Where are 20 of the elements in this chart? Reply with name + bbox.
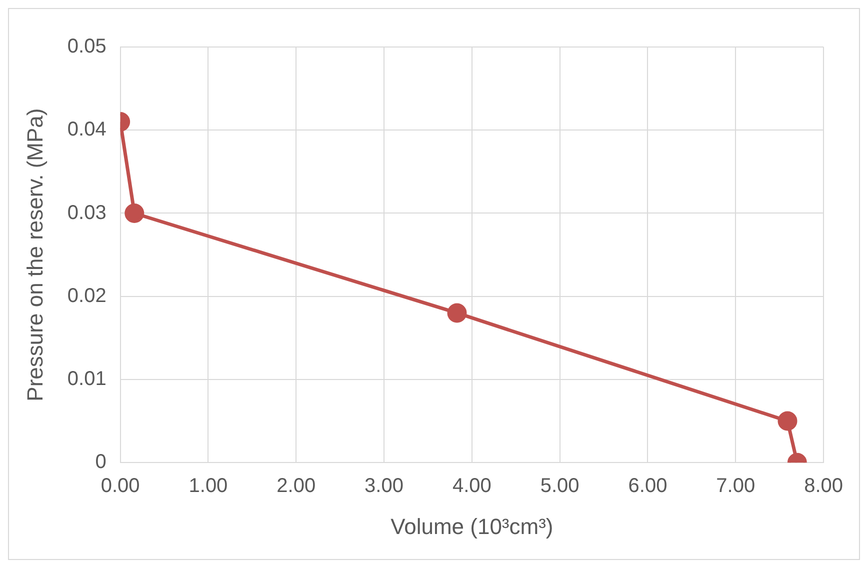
x-tick-label: 2.00	[276, 475, 316, 498]
y-tick-label: 0.03	[67, 202, 106, 224]
x-tick-label: 3.00	[364, 475, 404, 498]
point	[124, 203, 144, 223]
x-tick-label: 6.00	[628, 475, 668, 498]
y-axis-title: Pressure on the reserv. (MPa)	[22, 108, 48, 402]
y-tick-label: 0.01	[67, 368, 106, 390]
x-tick-label: 1.00	[188, 475, 228, 498]
x-tick-label: 5.00	[540, 475, 580, 498]
x-tick-label: 4.00	[452, 475, 492, 498]
x-tick-label: 0.00	[100, 475, 140, 498]
y-tick-label: 0.02	[67, 284, 106, 307]
y-tick-label: 0.04	[67, 118, 106, 141]
x-axis-title: Volume (10³cm³)	[390, 514, 554, 539]
point	[447, 303, 467, 323]
y-tick-label: 0	[95, 451, 106, 474]
point	[778, 411, 798, 431]
x-tick-label: 7.00	[716, 475, 756, 498]
x-tick-label: 8.00	[804, 475, 844, 498]
y-tick-label: 0.05	[67, 36, 106, 58]
